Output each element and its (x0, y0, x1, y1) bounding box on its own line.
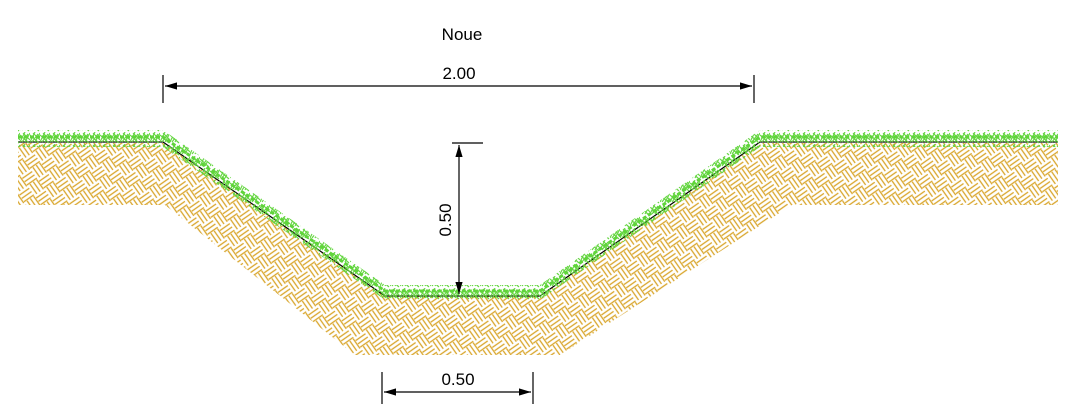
bottom-width-label: 0.50 (441, 370, 474, 389)
top-width-label: 2.00 (442, 64, 475, 83)
top-width-dimension: 2.00 (162, 64, 755, 103)
depth-label: 0.50 (436, 203, 455, 236)
drawing-title: Noue (442, 25, 483, 44)
grass-layer (18, 130, 1058, 300)
soil-body (18, 143, 1058, 355)
depth-dimension: 0.50 (436, 142, 483, 294)
bottom-width-dimension: 0.50 (381, 370, 534, 404)
